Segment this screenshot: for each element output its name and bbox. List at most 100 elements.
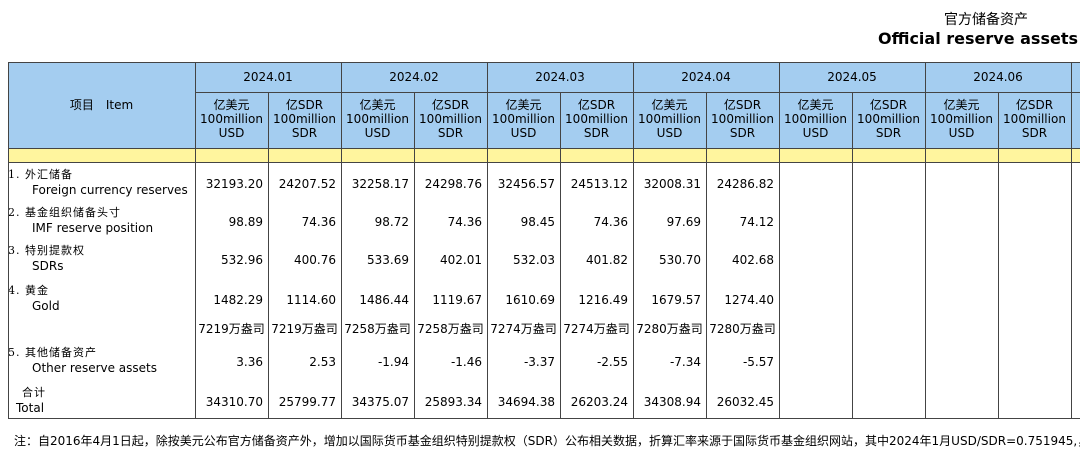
value: -1.94 <box>377 355 409 369</box>
month-header: 2024.03 <box>535 70 585 84</box>
value: 1679.57 <box>651 293 701 307</box>
value: 7280万盎司 <box>636 322 703 336</box>
value: 2.53 <box>309 355 336 369</box>
title-en: Official reserve assets <box>878 29 1078 48</box>
sub-header: 亿SDR 100million SDR <box>706 98 779 140</box>
value: 1482.29 <box>213 293 263 307</box>
month-header: 2024.06 <box>973 70 1023 84</box>
value: 34694.38 <box>497 395 555 409</box>
sub-header-line: 100million <box>857 112 920 126</box>
sub-header-line: 100million <box>200 112 263 126</box>
sub-header-line: 亿美元 <box>213 98 250 112</box>
border <box>195 62 196 418</box>
value: -5.57 <box>742 355 774 369</box>
row-label-en: SDRs <box>32 259 64 273</box>
sub-header-line: 亿SDR <box>1015 98 1054 112</box>
value: 98.72 <box>374 215 409 229</box>
border <box>487 62 488 418</box>
sub-header-line: SDR <box>875 126 902 140</box>
value: 402.01 <box>440 253 482 267</box>
value: 532.03 <box>513 253 555 267</box>
value: 7274万盎司 <box>563 322 630 336</box>
sub-header-line: 亿SDR <box>285 98 324 112</box>
value: 532.96 <box>221 253 263 267</box>
border <box>8 148 1080 149</box>
value: 402.68 <box>732 253 774 267</box>
value: 98.89 <box>228 215 263 229</box>
row-label-cn: 4. 黄金 <box>8 284 49 297</box>
value: 32008.31 <box>643 177 701 191</box>
header-bg <box>8 62 1080 148</box>
value: 34375.07 <box>351 395 409 409</box>
sub-header-line: 100million <box>711 112 774 126</box>
border <box>8 418 1080 419</box>
value: 74.12 <box>739 215 774 229</box>
sub-header: 亿美元 100million USD <box>195 98 268 140</box>
value: -7.34 <box>669 355 701 369</box>
border <box>268 92 269 418</box>
header-stripe <box>8 148 1080 162</box>
border <box>852 92 853 418</box>
sub-header-line: 100million <box>492 112 555 126</box>
sub-header-line: SDR <box>291 126 318 140</box>
border <box>925 62 926 418</box>
sub-header-line: USD <box>364 126 391 140</box>
border <box>8 62 9 418</box>
sub-header-line: 亿SDR <box>577 98 616 112</box>
value: 25799.77 <box>278 395 336 409</box>
sub-header-line: 亿美元 <box>505 98 542 112</box>
value: 32258.17 <box>351 177 409 191</box>
sub-header-line: USD <box>948 126 975 140</box>
item-header: 项目 Item <box>69 98 134 112</box>
border <box>633 62 634 418</box>
row-label-en: Foreign currency reserves <box>32 183 188 197</box>
row-label-cn: 3. 特别提款权 <box>8 244 85 257</box>
sub-header-line: 100million <box>273 112 336 126</box>
sub-header-line: 亿美元 <box>651 98 688 112</box>
value: 32456.57 <box>497 177 555 191</box>
border <box>341 62 342 418</box>
sub-header: 亿美元 100million USD <box>779 98 852 140</box>
value: -3.37 <box>523 355 555 369</box>
row-label-en: Total <box>16 401 45 415</box>
border <box>1071 62 1072 418</box>
border <box>195 92 1080 93</box>
value: -2.55 <box>596 355 628 369</box>
value: 530.70 <box>659 253 701 267</box>
border <box>998 92 999 418</box>
sub-header: 亿SDR 100million SDR <box>998 98 1071 140</box>
value: 74.36 <box>593 215 628 229</box>
border <box>560 92 561 418</box>
value: 7274万盎司 <box>490 322 557 336</box>
sub-header-line: SDR <box>1021 126 1048 140</box>
sub-header-line: SDR <box>729 126 756 140</box>
month-header: 2024.02 <box>389 70 439 84</box>
value: 1114.60 <box>286 293 336 307</box>
row-label-cn: 5. 其他储备资产 <box>8 346 97 359</box>
sub-header: 亿美元 100million USD <box>341 98 414 140</box>
value: 98.45 <box>520 215 555 229</box>
value: 1610.69 <box>505 293 555 307</box>
value: 26032.45 <box>716 395 774 409</box>
title-cn: 官方储备资产 <box>944 12 1028 28</box>
month-header: 2024.05 <box>827 70 877 84</box>
sub-header-line: 100million <box>930 112 993 126</box>
value: -1.46 <box>450 355 482 369</box>
value: 24513.12 <box>570 177 628 191</box>
value: 97.69 <box>666 215 701 229</box>
border <box>779 62 780 418</box>
sub-header-line: 100million <box>1003 112 1066 126</box>
value: 24286.82 <box>716 177 774 191</box>
value: 34310.70 <box>205 395 263 409</box>
sub-header-line: 100million <box>565 112 628 126</box>
sub-header-line: 100million <box>784 112 847 126</box>
sub-header-line: 100million <box>638 112 701 126</box>
value: 3.36 <box>236 355 263 369</box>
value: 7258万盎司 <box>344 322 411 336</box>
border <box>414 92 415 418</box>
row-label-cn: 2. 基金组织储备头寸 <box>8 206 121 219</box>
sub-header: 亿美元 100million USD <box>633 98 706 140</box>
value: 401.82 <box>586 253 628 267</box>
value: 1216.49 <box>578 293 628 307</box>
